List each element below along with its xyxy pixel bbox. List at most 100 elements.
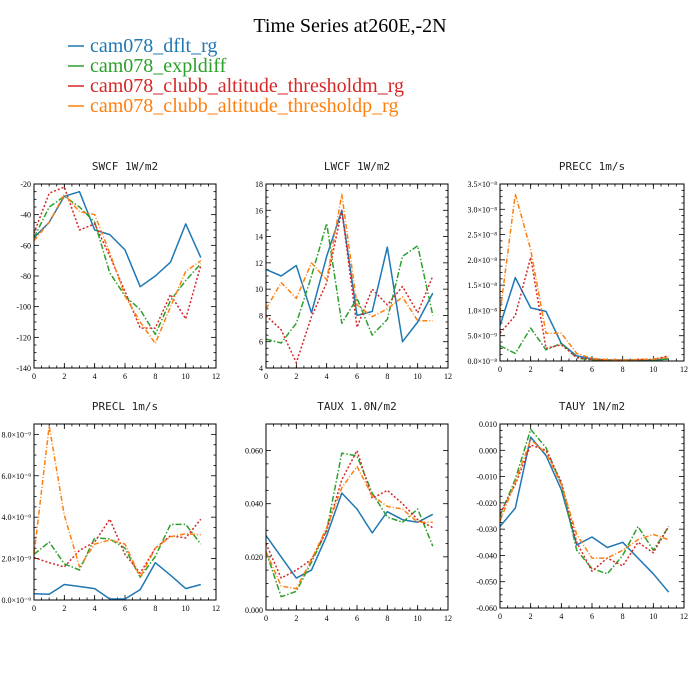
y-tick-label: 1.0×10⁻⁸ [467,306,497,315]
series-line [500,428,670,575]
panel-title: PRECC 1m/s [559,160,625,173]
y-tick-label: 3.5×10⁻⁸ [467,180,497,189]
y-tick-label: 0.060 [245,447,263,456]
x-tick-label: 6 [123,604,127,613]
x-tick-label: 6 [590,365,594,374]
x-tick-label: 10 [414,372,422,381]
series-line [266,452,434,598]
y-tick-label: 8 [259,311,263,320]
y-tick-label: 0.0×10⁻⁸ [467,357,497,366]
x-tick-label: 0 [32,372,36,381]
y-tick-label: 2.0×10⁻⁹ [1,555,31,564]
x-tick-label: 8 [153,604,157,613]
series-line [266,209,434,364]
x-tick-label: 4 [93,372,97,381]
y-tick-label: 6.0×10⁻⁹ [1,472,31,481]
y-tick-label: 14 [255,233,263,242]
x-tick-label: 10 [649,612,657,621]
plot-frame [33,183,217,369]
y-tick-label: 0.040 [245,500,263,509]
x-tick-label: 8 [621,365,625,374]
x-tick-label: 0 [498,365,502,374]
y-tick-label: 8.0×10⁻⁹ [1,430,31,439]
y-tick-label: -120 [16,333,31,342]
x-tick-label: 0 [264,614,268,623]
panels: SWCF 1W/m2 0 2 4 6 8 10 12 -140 -120 -100 -80 -60 -40… [1,160,688,623]
y-tick-label: 3.0×10⁻⁸ [467,205,497,214]
series-group [266,449,434,598]
series-line [34,561,201,600]
x-tick-label: 2 [294,372,298,381]
y-tick-label: -0.040 [476,551,497,560]
x-tick-label: 4 [325,372,329,381]
y-tick-label: -0.060 [476,604,497,613]
series-line [266,193,433,322]
y-tick-label: -80 [20,272,31,281]
panel-title: TAUY 1N/m2 [559,400,625,413]
y-tick-label: 0.020 [245,553,263,562]
x-tick-label: 12 [444,372,452,381]
series-line [34,518,202,574]
y-tick-label: 4.0×10⁻⁹ [1,513,31,522]
chart-panel: PRECL 1m/s 0 2 4 6 8 10 12 0.0×10⁻⁹ 2.0×10⁻⁹ 4.0×1… [1,400,220,613]
x-tick-label: 4 [559,612,563,621]
series-line [500,193,669,361]
x-tick-label: 4 [93,604,97,613]
y-tick-label: 4 [259,364,263,373]
y-tick-label: -20 [20,180,31,189]
x-tick-label: 6 [590,612,594,621]
legend-item: cam078_expldiff [68,55,227,77]
x-tick-label: 2 [529,365,533,374]
x-tick-label: 0 [32,604,36,613]
y-tick-label: -0.030 [476,525,497,534]
legend-item: cam078_clubb_altitude_thresholdm_rg [68,75,404,97]
series-group [34,425,202,600]
y-tick-label: 1.5×10⁻⁸ [467,281,497,290]
y-tick-label: 0.000 [479,446,497,455]
series-line [266,492,434,579]
y-tick-label: 5.0×10⁻⁹ [467,332,497,341]
x-tick-label: 0 [498,612,502,621]
y-tick-label: -0.050 [476,578,497,587]
series-group [266,193,434,364]
x-tick-label: 6 [355,614,359,623]
figure-title: Time Series at260E,-2N [253,15,446,37]
x-tick-label: 8 [385,372,389,381]
panel-title: SWCF 1W/m2 [92,160,158,173]
x-tick-label: 4 [325,614,329,623]
series-line [500,444,670,572]
x-tick-label: 10 [649,365,657,374]
x-tick-label: 8 [621,612,625,621]
plot-frame [265,183,449,369]
series-line [34,523,202,578]
chart-panel: TAUX 1.0N/m2 0 2 4 6 8 10 12 0.000 0.020 0.040 0.06… [245,400,452,623]
series-line [500,276,669,361]
plot-frame [499,183,685,362]
series-line [34,195,202,336]
y-tick-label: -140 [16,364,31,373]
series-line [500,256,669,361]
series-line [266,209,434,343]
series-group [500,193,669,361]
y-tick-label: 0.010 [479,420,497,429]
x-tick-label: 6 [355,372,359,381]
y-tick-label: 2.0×10⁻⁸ [467,256,497,265]
x-tick-label: 2 [294,614,298,623]
series-line [34,193,202,345]
series-group [34,186,202,345]
panel-title: PRECL 1m/s [92,400,158,413]
series-group [500,428,670,593]
x-tick-label: 12 [680,612,688,621]
chart-panel: PRECC 1m/s 0 2 4 6 8 10 12 0.0×10⁻⁸ 5.0×10⁻⁹ 1.0×1… [467,160,688,374]
legend-label: cam078_expldiff [90,55,227,77]
series-line [266,465,433,590]
x-tick-label: 10 [182,372,190,381]
series-line [500,436,670,593]
panel-title: TAUX 1.0N/m2 [317,400,396,413]
y-tick-label: 2.5×10⁻⁸ [467,231,497,240]
legend-item: cam078_dflt_rg [68,35,217,57]
y-tick-label: 0.0×10⁻⁹ [1,596,31,605]
legend: cam078_dflt_rgcam078_expldiffcam078_club… [68,35,404,117]
series-line [34,186,202,329]
x-tick-label: 8 [153,372,157,381]
